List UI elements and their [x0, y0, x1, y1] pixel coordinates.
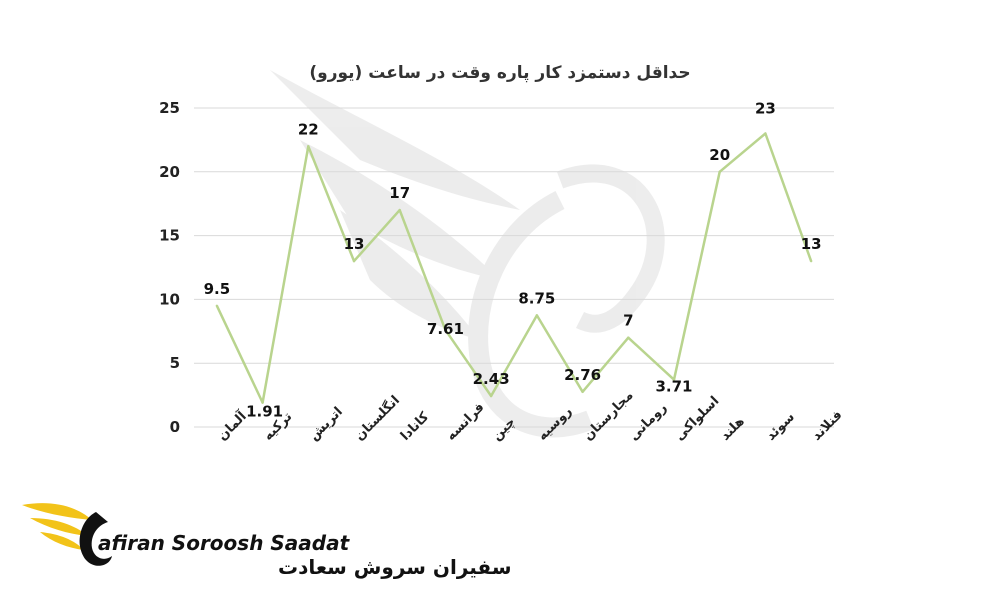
y-tick-label: 20 — [159, 163, 180, 181]
data-point — [307, 145, 310, 148]
y-tick-label: 10 — [159, 290, 180, 308]
data-point — [627, 336, 630, 339]
data-point — [215, 304, 219, 307]
y-tick-label: 15 — [159, 227, 180, 245]
data-point — [489, 394, 493, 398]
gridlines — [194, 107, 834, 428]
brand-name-en: afiran Soroosh Saadat — [98, 531, 351, 555]
y-axis-ticks: 0 5 10 15 20 25 — [159, 99, 180, 436]
wing-icon — [22, 503, 112, 566]
data-point — [581, 390, 584, 393]
data-label: 3.71 — [655, 378, 692, 396]
data-label: 1.91 — [246, 403, 283, 421]
chart-title: حداقل دستمزد کار پاره وقت در ساعت (یورو) — [309, 63, 690, 83]
x-tick-label: انگلستان — [352, 392, 403, 443]
data-label: 23 — [755, 100, 776, 118]
y-tick-label: 5 — [170, 354, 180, 372]
x-tick-label: هلند — [718, 414, 748, 444]
brand-logo: afiran Soroosh Saadat سفیران سروش سعادت — [22, 503, 512, 579]
y-tick-label: 0 — [170, 418, 180, 436]
data-label: 13 — [801, 235, 822, 253]
x-tick-label: اتریش — [307, 404, 346, 443]
series-line-group — [215, 132, 813, 404]
data-point — [352, 259, 356, 263]
x-tick-label: رومانی — [627, 400, 671, 444]
data-label: 13 — [344, 235, 365, 253]
x-tick-label: آلمان — [214, 407, 250, 443]
brand-name-fa: سفیران سروش سعادت — [278, 555, 512, 579]
data-point — [535, 314, 539, 317]
data-point — [444, 328, 447, 332]
data-point — [809, 259, 813, 263]
data-label: 7 — [623, 312, 633, 330]
data-label: 8.75 — [518, 289, 555, 307]
data-point — [261, 401, 264, 404]
data-point — [718, 170, 721, 173]
data-point — [672, 378, 676, 381]
data-point — [398, 208, 401, 212]
x-tick-label: فرانسه — [444, 400, 488, 444]
data-label: 17 — [389, 184, 410, 202]
data-label: 2.43 — [473, 370, 510, 388]
series-line — [215, 132, 813, 404]
data-label: 20 — [709, 146, 730, 164]
data-point — [764, 132, 767, 135]
data-label: 7.61 — [427, 320, 464, 338]
y-tick-label: 25 — [159, 99, 180, 117]
data-labels: 9.5 1.91 22 13 17 7.61 2.43 8.75 2.76 7 3.71 20 23 13 — [204, 100, 822, 421]
data-label: 22 — [298, 120, 319, 138]
data-label: 2.76 — [564, 366, 601, 384]
x-tick-label: اسلواکی — [672, 394, 722, 444]
x-tick-label: فنلاند — [809, 408, 845, 444]
data-label: 9.5 — [204, 280, 231, 298]
